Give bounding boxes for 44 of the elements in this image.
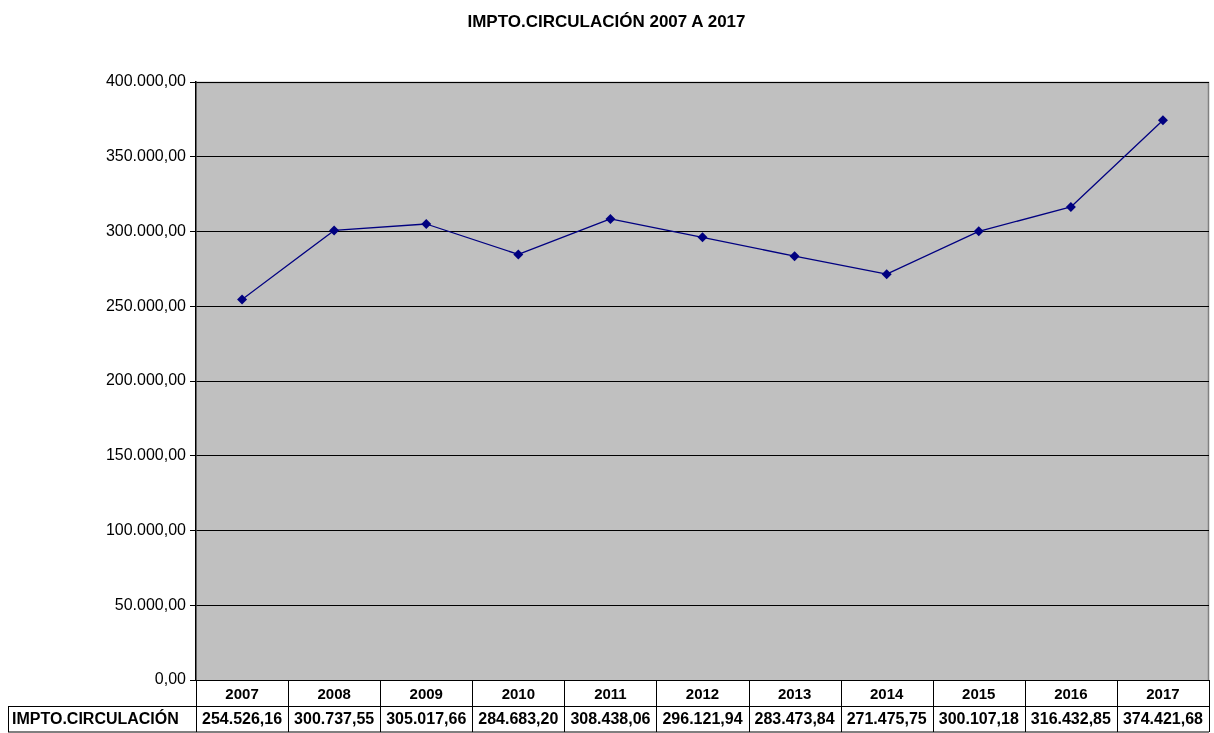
point (605, 213, 616, 224)
point (789, 251, 800, 262)
point (881, 269, 892, 280)
data-label: 374.421,68 (1122, 710, 1204, 728)
data-label: 300.107,18 (938, 710, 1019, 728)
y-tick-label: 100.000,00 (105, 520, 187, 538)
y-tick-label: 0,00 (154, 670, 187, 688)
data-label: 271.475,75 (846, 710, 927, 728)
data-label: 284.683,20 (478, 710, 559, 728)
x-tick-label: 2008 (317, 685, 351, 703)
y-tick-label: 250.000,00 (105, 296, 187, 314)
x-tick-label: 2010 (501, 685, 536, 703)
x-tick-label: 2011 (594, 685, 627, 703)
x-tick-label: 2014 (869, 685, 905, 703)
x-tick-label: 2013 (777, 685, 812, 703)
point (1065, 201, 1076, 212)
data-label: 300.737,55 (294, 710, 375, 728)
point (329, 225, 340, 236)
point (513, 249, 524, 260)
x-tick-label: 2009 (409, 685, 443, 703)
y-tick-label: 400.000,00 (105, 72, 187, 90)
chart-title: IMPTO.CIRCULACIÓN 2007 A 2017 (467, 11, 746, 31)
data-label: 296.121,94 (662, 710, 743, 728)
text: IMPTO.CIRCULACIÓN (12, 709, 179, 728)
point (697, 232, 708, 243)
data-label: 316.432,85 (1030, 710, 1111, 728)
data-label: 254.526,16 (202, 710, 283, 728)
point (973, 226, 984, 237)
y-tick-label: 50.000,00 (114, 595, 187, 613)
y-tick-label: 150.000,00 (105, 446, 187, 464)
point (237, 294, 248, 305)
y-tick-label: 200.000,00 (105, 371, 187, 389)
x-tick-label: 2012 (685, 685, 720, 703)
x-tick-label: 2015 (962, 685, 996, 703)
data-label: 308.438,06 (570, 710, 651, 728)
x-tick-label: 2017 (1146, 685, 1180, 703)
point (421, 219, 432, 229)
y-tick-label: 300.000,00 (105, 221, 187, 239)
data-label: 305.017,66 (386, 710, 467, 728)
x-tick-label: 2007 (225, 685, 259, 703)
point (1157, 115, 1168, 126)
data-label: 283.473,84 (754, 710, 835, 728)
x-tick-label: 2016 (1054, 685, 1088, 703)
y-tick-label: 350.000,00 (105, 147, 187, 165)
